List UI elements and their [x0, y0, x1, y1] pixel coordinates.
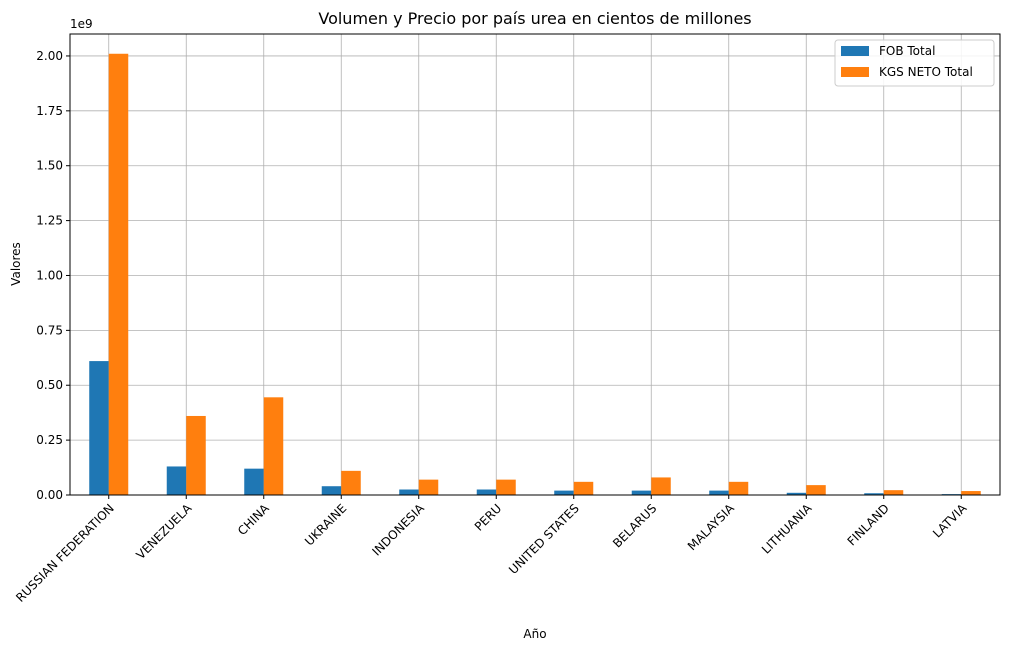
- bar-kgs-neto-total: [573, 481, 594, 495]
- bar-fob-total: [786, 492, 807, 495]
- y-tick-label: 0.25: [36, 433, 63, 447]
- bar-fob-total: [554, 490, 574, 495]
- bar-kgs-neto-total: [108, 53, 129, 495]
- bars-group: [89, 53, 981, 495]
- legend-label: FOB Total: [879, 44, 935, 58]
- y-scale-label: 1e9: [70, 17, 93, 31]
- y-tick-label: 0.00: [36, 488, 63, 502]
- bar-kgs-neto-total: [806, 485, 826, 495]
- y-axis-label: Valores: [9, 242, 23, 286]
- bar-kgs-neto-total: [186, 415, 206, 495]
- grid-lines: [70, 34, 1000, 496]
- plot-frame: [69, 33, 1001, 496]
- bar-fob-total: [399, 489, 419, 495]
- bar-fob-total: [321, 486, 342, 495]
- bar-kgs-neto-total: [341, 470, 361, 495]
- bar-fob-total: [166, 466, 187, 495]
- bar-kgs-neto-total: [883, 490, 904, 495]
- legend: FOB Total KGS NETO Total: [834, 39, 995, 87]
- bar-kgs-neto-total: [651, 477, 671, 495]
- y-tick-label: 0.50: [36, 378, 63, 392]
- bar-kgs-neto-total: [263, 397, 284, 495]
- y-tick-label: 1.00: [36, 268, 63, 282]
- bar-kgs-neto-total: [418, 479, 439, 495]
- legend-swatch: [841, 67, 869, 77]
- bar-kgs-neto-total: [728, 481, 749, 495]
- chart-title: Volumen y Precio por país urea en ciento…: [318, 9, 751, 28]
- bar-kgs-neto-total: [961, 491, 981, 495]
- y-tick-label: 0.75: [36, 323, 63, 337]
- legend-swatch: [841, 46, 869, 56]
- bar-fob-total: [631, 490, 652, 495]
- y-tick-label: 1.75: [36, 104, 63, 118]
- y-axis: 0.00 0.25 0.50 0.75 1.00 1.25 1.50 1.75 2.00: [36, 49, 70, 502]
- bar-fob-total: [709, 490, 729, 495]
- y-tick-label: 1.50: [36, 159, 63, 173]
- bar-fob-total: [244, 468, 264, 495]
- bar-fob-total: [89, 361, 109, 495]
- y-tick-label: 1.25: [36, 214, 63, 228]
- bar-kgs-neto-total: [496, 479, 516, 495]
- x-axis-label: Año: [523, 627, 546, 641]
- y-tick-label: 2.00: [36, 49, 63, 63]
- bar-fob-total: [864, 493, 884, 495]
- legend-label: KGS NETO Total: [879, 65, 973, 79]
- bar-fob-total: [476, 489, 497, 495]
- legend-box: [834, 39, 995, 87]
